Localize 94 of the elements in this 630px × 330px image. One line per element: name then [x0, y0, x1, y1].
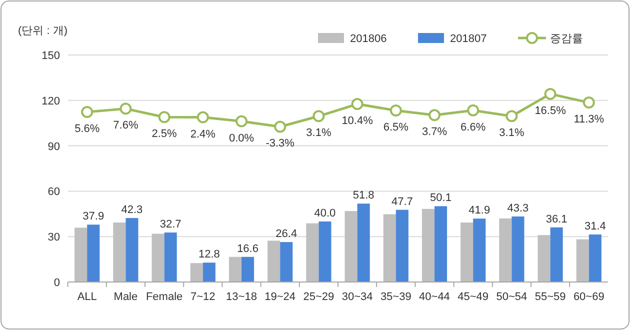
x-tick-label: ALL	[77, 291, 97, 303]
data-label: 16.5%	[534, 104, 566, 117]
bar	[588, 234, 602, 282]
data-label: 3.1%	[306, 127, 332, 140]
y-tick-label: 0	[54, 277, 60, 289]
data-label: 7.6%	[113, 120, 138, 132]
x-tick-label: 25~29	[303, 291, 334, 303]
y-tick-label: 150	[42, 50, 60, 62]
bar	[152, 234, 164, 282]
bar	[306, 223, 319, 282]
bar	[164, 232, 177, 282]
bar	[74, 228, 88, 282]
data-label: 51.8	[352, 190, 374, 202]
bar	[473, 218, 486, 282]
point	[582, 96, 595, 109]
data-label: 5.6%	[74, 123, 100, 135]
data-label: 3.1%	[499, 127, 524, 140]
data-label: -3.3%	[266, 138, 295, 150]
legend-label: 증감률	[550, 33, 583, 45]
legend-label: 201807	[450, 33, 487, 45]
point	[506, 110, 518, 122]
data-label: 40.0	[314, 207, 336, 220]
bar	[396, 210, 408, 282]
x-tick-label: 60~69	[573, 291, 604, 303]
data-label: 11.3%	[574, 114, 604, 126]
bar	[113, 222, 126, 282]
x-tick-label: Male	[114, 291, 138, 303]
legend-label: 201806	[350, 33, 387, 45]
point	[236, 115, 248, 128]
y-tick-label: 90	[48, 140, 60, 153]
data-label: 16.6	[237, 242, 258, 255]
data-label: 42.3	[121, 204, 143, 216]
data-label: 10.4%	[342, 115, 374, 128]
y-axis-title: (단위 : 개)	[18, 25, 68, 37]
data-label: 36.1	[546, 213, 568, 226]
bar	[126, 218, 138, 282]
bar	[190, 263, 203, 282]
data-label: 3.7%	[422, 126, 448, 138]
x-tick-label: 50~54	[496, 291, 528, 303]
data-label: 6.5%	[383, 122, 409, 134]
bar	[422, 208, 434, 282]
bar	[242, 256, 254, 282]
bar	[87, 224, 100, 282]
point	[158, 111, 170, 124]
bar	[538, 235, 550, 282]
data-label: 43.3	[507, 202, 529, 214]
bar	[344, 211, 358, 282]
x-tick-label: 7~12	[190, 291, 216, 303]
bar	[550, 227, 563, 282]
bar	[280, 242, 293, 282]
x-tick-label: 13~18	[226, 291, 257, 303]
point	[428, 109, 440, 122]
x-tick-label: 55~59	[534, 291, 566, 303]
data-label: 12.8	[198, 248, 220, 261]
bar	[576, 239, 589, 282]
point	[81, 106, 94, 118]
point	[312, 110, 325, 122]
point	[120, 102, 132, 115]
x-tick-label: 30~34	[342, 291, 373, 303]
point	[390, 104, 402, 117]
data-label: 31.4	[584, 220, 606, 232]
bar	[434, 206, 448, 282]
bar	[268, 240, 280, 282]
data-label: 32.7	[160, 218, 182, 231]
y-tick-label: 60	[48, 186, 60, 198]
bar	[228, 256, 242, 282]
point	[544, 88, 556, 100]
x-tick-label: 45~49	[458, 291, 489, 303]
data-label: 26.4	[276, 228, 298, 240]
bar	[512, 216, 524, 282]
bar	[318, 221, 332, 282]
point	[467, 104, 480, 116]
bar	[499, 218, 512, 282]
bar	[383, 214, 396, 282]
data-label: 0.0%	[228, 132, 254, 144]
data-label: 2.5%	[152, 128, 178, 140]
data-label: 41.9	[468, 204, 490, 217]
y-tick-label: 120	[42, 95, 60, 108]
x-tick-label: 35~39	[380, 291, 412, 303]
y-tick-label: 30	[48, 232, 60, 244]
data-label: 2.4%	[190, 128, 216, 140]
point	[196, 111, 209, 124]
data-label: 47.7	[391, 196, 413, 208]
data-label: 37.9	[82, 210, 104, 223]
x-tick-label: 19~24	[264, 291, 296, 303]
bar	[460, 222, 474, 282]
x-tick-label: Female	[146, 291, 183, 303]
bar	[357, 204, 370, 282]
bar	[202, 262, 216, 282]
data-label: 50.1	[430, 192, 452, 204]
point	[351, 98, 364, 110]
point	[274, 120, 286, 133]
data-label: 6.6%	[460, 121, 486, 134]
x-tick-label: 40~44	[419, 291, 450, 303]
